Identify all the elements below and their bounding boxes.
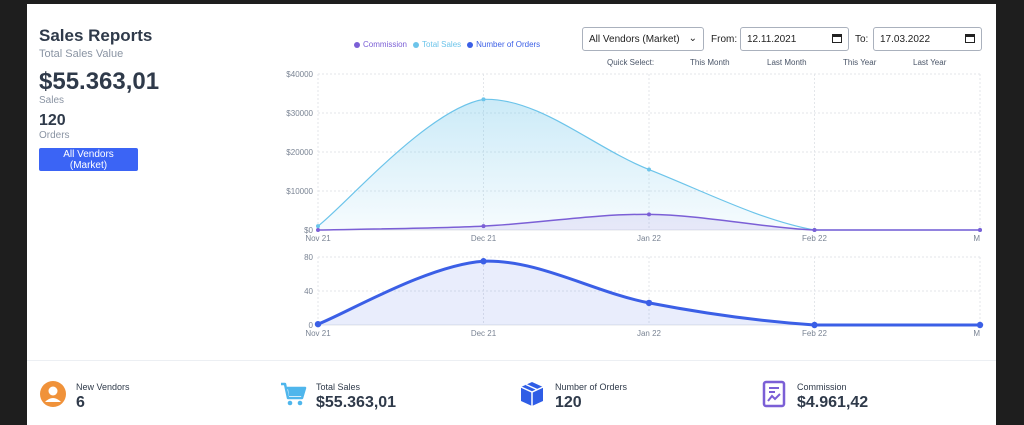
x-tick-label: Nov 21 (305, 329, 331, 338)
legend-label: Total Sales (422, 40, 462, 49)
data-point (480, 258, 487, 265)
series-area (318, 99, 980, 230)
legend-dot-commission (354, 41, 360, 48)
orders-count: 120 (39, 112, 66, 129)
stat-label: New Vendors (76, 382, 130, 392)
data-point (316, 228, 320, 232)
from-date-value: 12.11.2021 (747, 33, 797, 45)
stat-value: $4.961,42 (797, 394, 869, 411)
data-point (481, 224, 486, 229)
legend-commission[interactable]: Commission (354, 40, 407, 49)
x-tick-label: Jan 22 (637, 329, 662, 338)
from-date-field[interactable]: 12.11.2021 (740, 27, 849, 51)
x-tick-label: Dec 21 (471, 234, 497, 243)
legend-dot-total-sales (413, 41, 420, 48)
chart-legend: Commission Total Sales Number of Orders (354, 40, 540, 49)
page-title: Sales Reports (39, 26, 153, 45)
chevron-down-icon: ⌄ (688, 33, 697, 44)
data-point (316, 224, 320, 229)
stat-label: Commission (797, 382, 847, 392)
x-tick-label: Dec 21 (471, 329, 497, 338)
data-point (647, 167, 651, 172)
data-point (314, 320, 322, 328)
series-area (318, 214, 980, 230)
legend-orders[interactable]: Number of Orders (467, 40, 540, 49)
legend-label: Number of Orders (476, 40, 541, 49)
sales-label: Sales (39, 95, 65, 106)
y-tick-label: $0 (304, 226, 313, 235)
x-tick-label: Jan 22 (637, 234, 662, 243)
data-point (481, 97, 486, 102)
to-label: To: (855, 34, 869, 45)
box-icon (520, 382, 544, 406)
divider (27, 360, 996, 361)
sales-charts: $0 $10000 $20000 $30000 $40000 Nov 21 Dec 21 Ja… (286, 70, 984, 338)
data-point (647, 212, 651, 217)
to-date-value: 17.03.2022 (880, 33, 931, 45)
quick-this-month[interactable]: This Month (690, 58, 730, 67)
legend-dot-orders (467, 41, 474, 48)
legend-total-sales[interactable]: Total Sales (413, 40, 461, 49)
y-tick-label: $20000 (286, 148, 313, 157)
quick-this-year[interactable]: This Year (843, 58, 877, 67)
stat-number-of-orders: Number of Orders 120 (518, 380, 627, 412)
calendar-icon[interactable] (965, 33, 975, 43)
data-point (976, 321, 984, 329)
calendar-icon[interactable] (832, 33, 842, 43)
data-point (645, 299, 653, 307)
stat-total-sales: Total Sales $55.363,01 (279, 380, 396, 412)
sales-report-panel: Sales Reports Total Sales Value $55.363,… (27, 4, 996, 425)
legend-label: Commission (363, 40, 408, 49)
y-tick-label: 40 (304, 287, 313, 296)
x-tick-label: Feb 22 (802, 234, 827, 243)
y-tick-label: 0 (309, 321, 314, 330)
data-point (811, 321, 818, 329)
vendor-select[interactable]: All Vendors (Market) ⌄ (582, 27, 704, 51)
data-point (812, 228, 817, 232)
x-tick-label: M (973, 234, 980, 243)
orders-label: Orders (39, 130, 70, 141)
to-date-field[interactable]: 17.03.2022 (873, 27, 982, 51)
subtitle: Total Sales Value (39, 48, 124, 60)
x-tick-label: Feb 22 (802, 329, 827, 338)
quick-select-label: Quick Select: (607, 58, 655, 67)
y-tick-label: $30000 (286, 109, 313, 118)
cart-icon (281, 382, 307, 406)
y-tick-label: $10000 (286, 187, 313, 196)
vendor-select-value: All Vendors (Market) (589, 33, 680, 45)
y-tick-label: $40000 (286, 70, 313, 79)
stat-label: Total Sales (316, 382, 361, 392)
quick-last-month[interactable]: Last Month (767, 58, 807, 67)
stat-value: 120 (555, 394, 582, 411)
stat-value: $55.363,01 (316, 394, 397, 411)
series-area (318, 261, 980, 325)
x-tick-label: Nov 21 (305, 234, 331, 243)
stat-label: Number of Orders (555, 382, 628, 392)
stat-value: 6 (76, 394, 85, 411)
stat-new-vendors: New Vendors 6 (39, 380, 130, 412)
total-sales-value: $55.363,01 (39, 68, 160, 95)
user-circle-icon (40, 381, 66, 407)
vendor-filter-button[interactable]: All Vendors (Market) (39, 148, 138, 171)
x-tick-label: M (973, 329, 980, 338)
quick-last-year[interactable]: Last Year (913, 58, 947, 67)
y-tick-label: 80 (304, 253, 313, 262)
data-point (978, 228, 982, 232)
stat-commission: Commission $4.961,42 (760, 380, 868, 412)
invoice-icon (762, 380, 786, 408)
from-label: From: (711, 34, 738, 45)
